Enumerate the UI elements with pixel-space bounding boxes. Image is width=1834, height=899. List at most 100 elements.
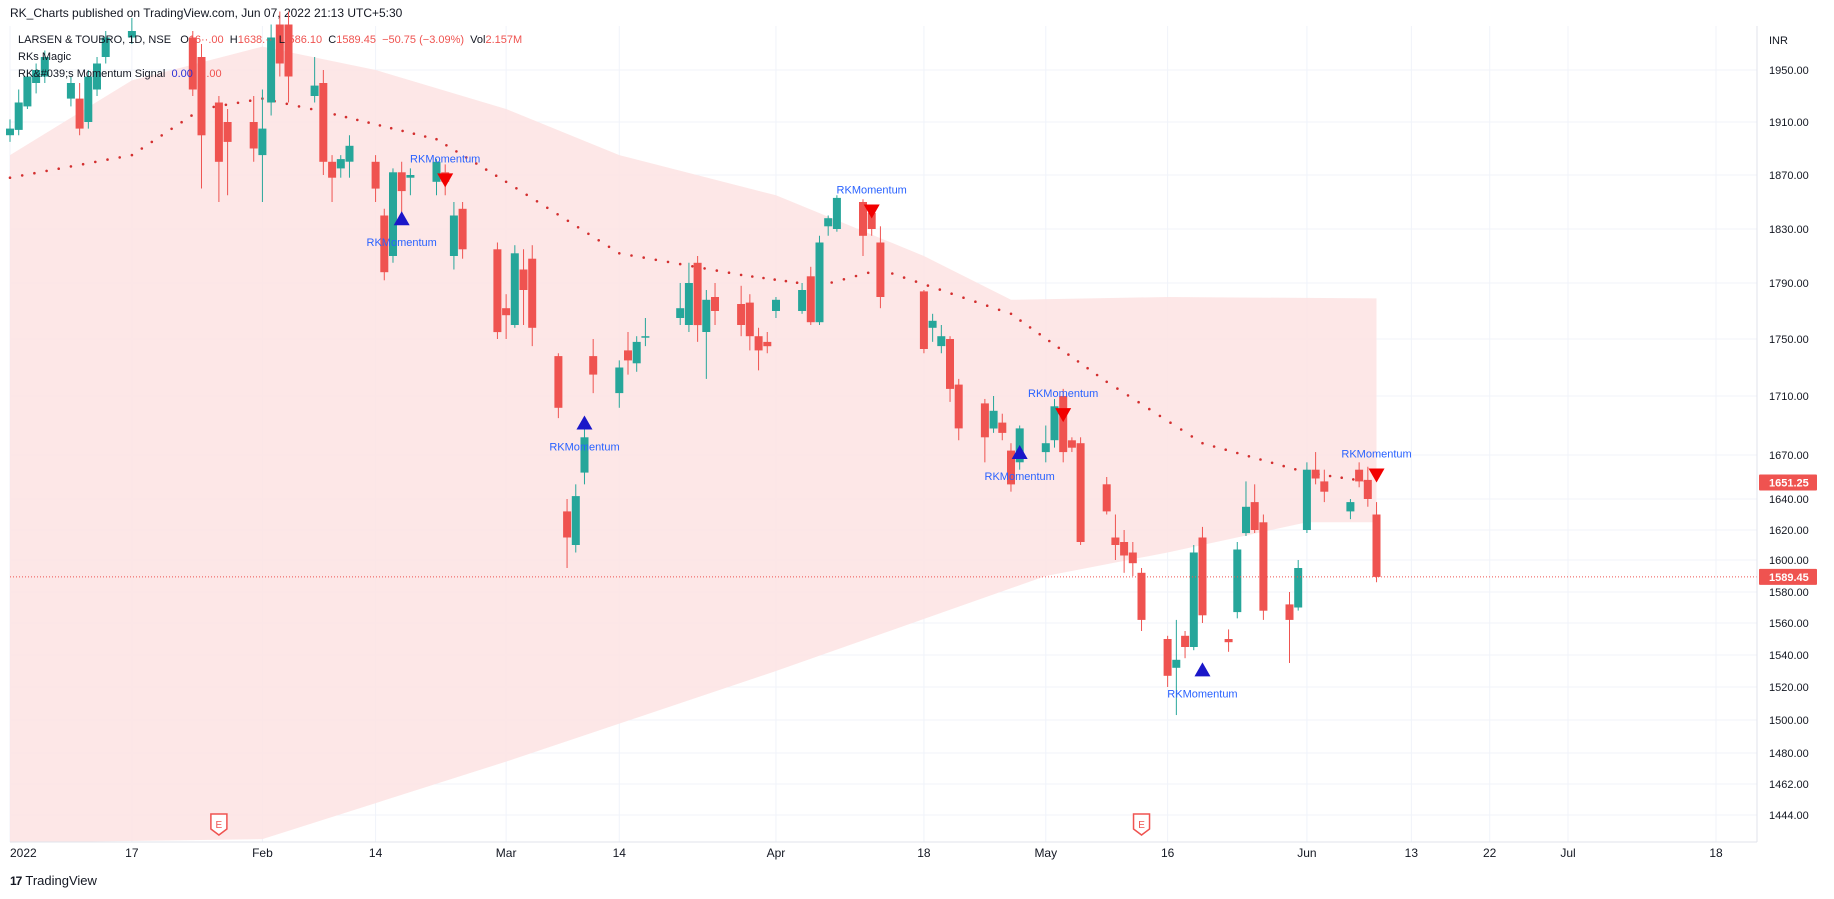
price-tick-label: 1444.00 <box>1769 810 1809 822</box>
trend-dot <box>94 160 97 164</box>
trend-dot <box>703 267 706 270</box>
candle-down <box>328 161 337 178</box>
trend-dot <box>938 288 942 291</box>
time-tick-label: 14 <box>369 846 383 860</box>
candle-down <box>763 341 772 347</box>
trend-dot <box>435 137 438 141</box>
sell-signal-label: RKMomentum <box>410 153 480 165</box>
trend-dot <box>1179 428 1183 431</box>
sell-signal-triangle <box>1368 468 1385 483</box>
trend-dot <box>20 174 24 177</box>
candle-down <box>1372 514 1381 577</box>
candle-down <box>75 98 84 129</box>
price-tick-label: 1462.00 <box>1769 779 1809 791</box>
trend-dot <box>333 113 337 116</box>
candle-down <box>371 161 380 189</box>
buy-signal-label: RKMomentum <box>367 237 437 249</box>
trend-dot <box>1259 458 1262 461</box>
candle-down <box>711 297 719 311</box>
trend-dot <box>830 281 833 284</box>
candle-down <box>1007 450 1015 485</box>
price-tick-label: 1640.00 <box>1769 494 1809 506</box>
time-tick-label: Jul <box>1560 846 1575 860</box>
sell-signal-triangle <box>1055 408 1072 423</box>
open-value: 16··.00 <box>188 34 224 46</box>
candle-down <box>319 83 328 162</box>
candle-up <box>641 336 650 338</box>
trend-dot <box>236 101 240 105</box>
trend-dot <box>1282 464 1285 468</box>
trend-dot <box>1201 441 1204 445</box>
high-label: H <box>229 34 238 46</box>
trend-dot <box>8 176 12 179</box>
trend-dot <box>654 258 658 262</box>
trend-dot <box>309 107 313 111</box>
trend-dot <box>1169 421 1172 425</box>
trend-dot <box>854 274 858 278</box>
trend-dot <box>423 135 427 138</box>
candle-up <box>310 85 319 96</box>
candle-down <box>275 24 284 64</box>
sell-signal-triangle <box>437 173 454 188</box>
trend-dot <box>475 162 478 165</box>
trend-dot <box>389 126 393 130</box>
indicator-magic-legend[interactable]: RKs Magic <box>18 51 71 63</box>
candle-up <box>1294 568 1303 608</box>
tradingview-footer[interactable]: 17 TradingView <box>10 873 97 888</box>
time-axis[interactable]: 2022 17 Feb 14 Mar 14 Apr 18 May 16 Jun 13 22 Jul 18 <box>10 841 1757 860</box>
candle-down <box>1111 537 1120 545</box>
time-tick-label: 2022 <box>10 846 37 860</box>
trend-dot <box>504 180 508 184</box>
trend-dot <box>597 239 600 242</box>
buy-signal-triangle <box>1194 662 1211 677</box>
candle-down <box>1102 484 1111 512</box>
candle-up <box>1189 552 1198 647</box>
candle-up <box>23 76 32 107</box>
trend-dot <box>985 304 989 308</box>
trend-dot <box>81 162 85 166</box>
candle-down <box>554 356 563 408</box>
candle-down <box>1311 469 1320 479</box>
candle-up <box>1346 502 1355 512</box>
candle-up <box>449 215 458 256</box>
trend-dot <box>170 127 173 131</box>
price-tick-label: 1560.00 <box>1769 618 1809 630</box>
candle-up <box>32 70 41 83</box>
trend-dot <box>950 292 953 296</box>
candle-up <box>824 218 833 227</box>
trend-dot <box>367 121 370 124</box>
candle-down <box>188 37 197 90</box>
trend-dot <box>1126 394 1130 397</box>
time-tick-label: 13 <box>1405 846 1419 860</box>
trend-dot <box>69 165 73 168</box>
candle-up <box>815 242 824 323</box>
candle-up <box>798 290 807 311</box>
price-tick-label: 1910.00 <box>1769 117 1809 129</box>
candle-up <box>1302 469 1311 530</box>
candle-up <box>6 128 14 136</box>
price-tick-label: 1540.00 <box>1769 650 1809 662</box>
candle-down <box>980 403 989 438</box>
candle-up <box>772 299 780 311</box>
trend-dot <box>344 115 348 119</box>
price-tick-label: 1950.00 <box>1769 65 1809 77</box>
candle-down <box>502 308 511 316</box>
candle-up <box>1050 406 1059 441</box>
candles <box>6 11 1757 716</box>
trend-dot <box>691 265 694 268</box>
candle-up <box>580 437 589 473</box>
tradingview-logo-icon: 17 <box>10 873 22 888</box>
trend-dot <box>1076 360 1080 363</box>
price-axis[interactable]: INR 1950.00 1910.00 1870.00 1830.00 1790.00 17… <box>1756 26 1817 842</box>
trend-dot <box>515 187 518 190</box>
sell-signal-label: RKMomentum <box>1341 449 1411 461</box>
candle-up <box>406 175 415 178</box>
buy-signal-triangle <box>393 211 410 226</box>
indicator-momentum-legend[interactable]: RK&#039;s Momentum Signal 0.00 ··.00 <box>18 68 222 80</box>
price-tick-label: 1580.00 <box>1769 587 1809 599</box>
candle-down <box>397 172 406 192</box>
candle-up <box>989 410 998 429</box>
trend-dot <box>1048 339 1051 343</box>
candle-down <box>806 276 815 323</box>
